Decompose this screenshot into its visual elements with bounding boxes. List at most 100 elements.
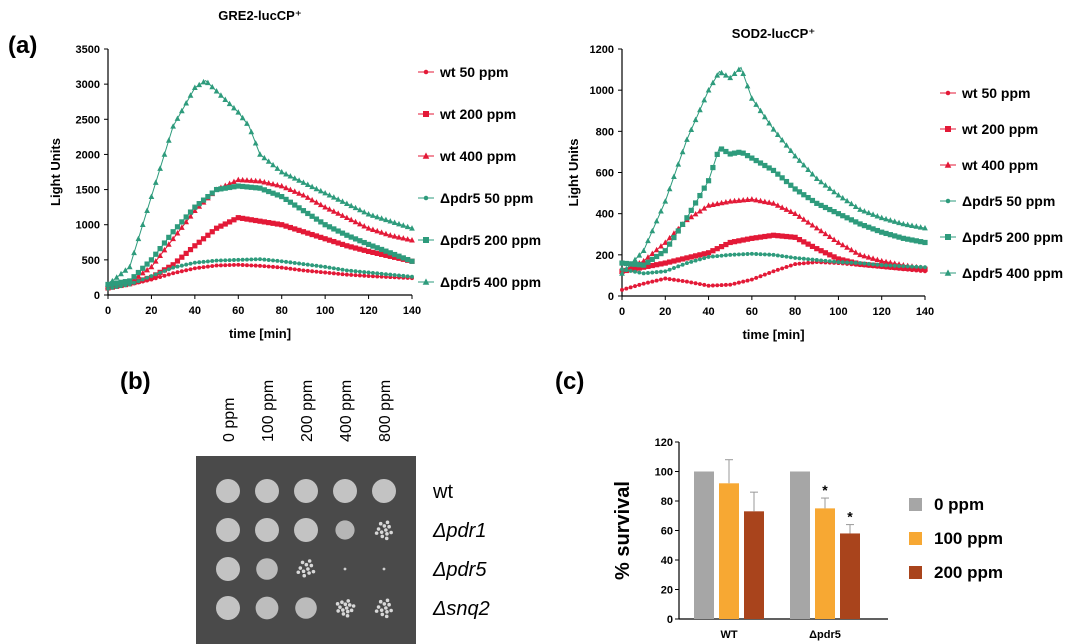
spot-assay-panel: 0 ppm 100 ppm 200 ppm 400 ppm 800 ppm wt Δpdr1… [196,380,490,644]
data-point [762,252,767,257]
data-point [762,233,768,240]
series-1: wt 200 ppm [105,106,516,291]
data-point [675,228,681,234]
data-point [161,151,168,157]
legend-swatch [909,498,922,511]
data-point [326,224,333,230]
data-point [257,218,263,224]
legend-marker [945,198,951,204]
data-point [732,281,737,286]
data-point [809,243,816,249]
data-point [840,257,846,263]
data-point [775,233,781,239]
colony-spot [351,604,356,608]
data-point [109,281,115,287]
data-point [852,249,859,255]
colony-spot [255,518,279,542]
data-point [374,245,380,251]
colony-spot [311,569,316,574]
data-point [753,157,759,164]
data-point [222,221,228,227]
data-point [336,267,341,271]
data-point [257,185,263,191]
data-point [191,84,198,90]
data-point [157,165,163,171]
data-point [792,210,799,217]
data-point [148,193,155,199]
data-point [387,253,393,259]
data-point [835,192,842,198]
data-point [279,265,284,270]
data-point [897,263,901,268]
data-point [274,192,280,198]
data-point [213,225,220,231]
data-point [774,202,781,208]
data-point [396,234,402,240]
data-point [383,272,388,277]
data-point [226,180,233,187]
data-point [887,232,893,238]
data-point [766,119,773,126]
data-point [357,206,363,213]
data-point [322,189,329,196]
data-point [844,197,850,204]
data-point [179,269,184,274]
legend-label: wt 400 ppm [961,157,1038,173]
colony-spot [387,524,391,529]
data-point [649,227,656,234]
data-point [818,202,824,209]
data-point [792,152,799,159]
data-point [405,274,410,279]
data-point [658,243,664,249]
data-point [671,173,677,179]
data-point [783,142,790,148]
data-point [292,260,297,265]
data-point [865,209,872,216]
data-point [231,184,237,190]
series-3: Δpdr5 50 ppm [106,190,533,291]
data-point [883,258,889,265]
data-point [653,246,660,253]
data-point [162,273,167,278]
colony-spot [374,531,379,535]
colony-spot [372,479,396,503]
legend-label: 200 ppm [934,563,1003,582]
colony-spot [302,573,307,578]
data-point [231,262,236,267]
y-tick-label: 1500 [76,185,100,197]
data-point [352,236,359,242]
data-point [344,272,349,277]
data-point [875,262,880,267]
data-point [814,246,820,252]
series-5: Δpdr5 400 ppm [105,78,541,290]
data-point [736,280,741,285]
data-point [270,161,276,168]
data-point [797,261,802,266]
data-point [275,265,280,270]
colony-spot [216,596,240,620]
data-point [410,274,414,279]
colony-spot [296,570,301,575]
data-point [366,274,371,278]
legend-marker [423,237,429,243]
data-point [632,256,638,263]
data-point [835,256,842,262]
data-point [852,203,859,210]
data-point [714,200,721,207]
colony-spot [343,567,347,571]
data-point [291,188,298,194]
data-point [271,264,275,269]
data-point [270,180,276,187]
data-point [723,199,729,205]
data-point [297,261,302,266]
colony-spot [382,567,386,571]
data-point [400,222,407,228]
data-point [748,95,755,101]
data-point [727,151,733,157]
data-point [775,171,781,177]
data-point [187,209,194,215]
data-point [153,272,158,277]
colony-spot [307,559,312,563]
data-point [757,160,764,166]
data-point [326,206,333,212]
